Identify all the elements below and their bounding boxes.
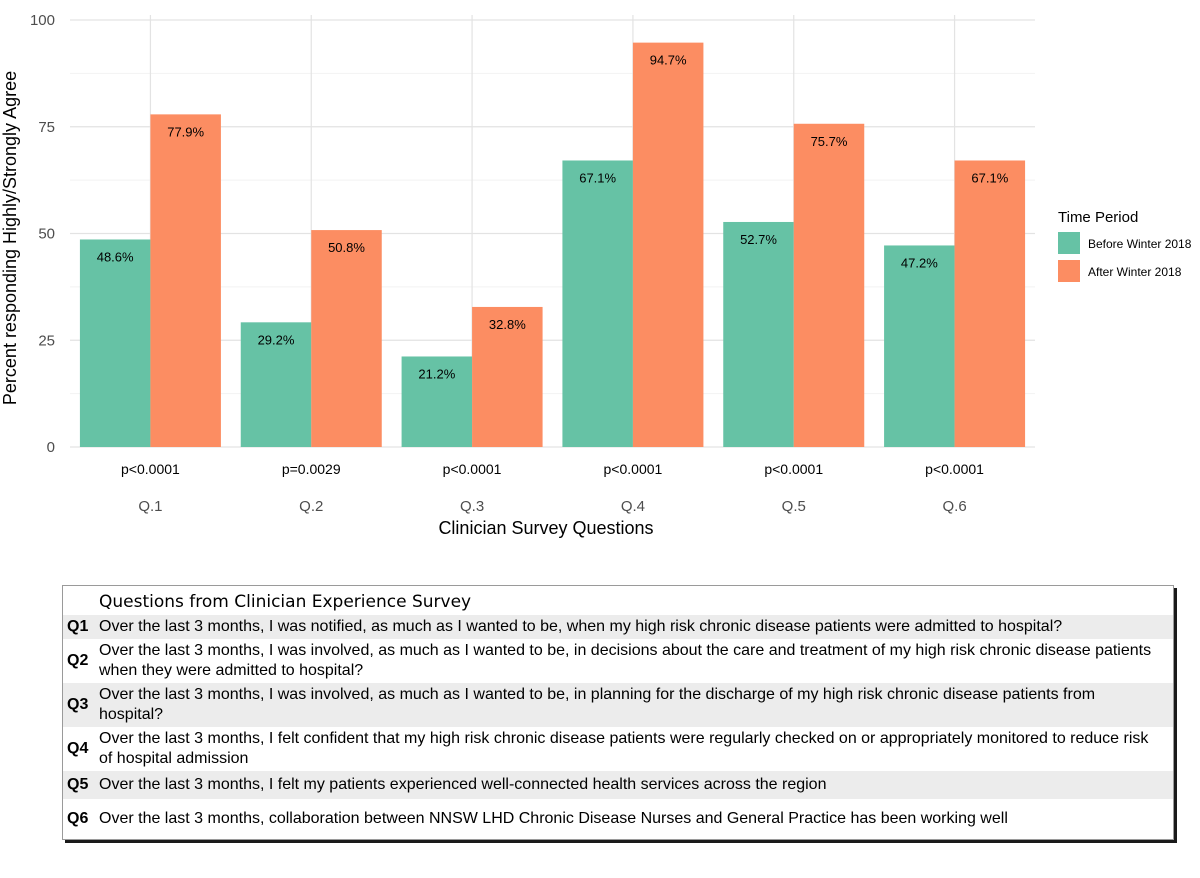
data-label: 75.7% bbox=[811, 134, 848, 149]
p-value-label: p<0.0001 bbox=[121, 461, 180, 477]
bar bbox=[240, 322, 312, 447]
data-label: 67.1% bbox=[971, 170, 1008, 185]
y-axis-label: Percent responding Highly/Strongly Agree bbox=[0, 71, 20, 405]
y-axis-ticks: 0 25 50 75 100 bbox=[30, 12, 55, 456]
data-label: 94.7% bbox=[650, 53, 687, 68]
bar bbox=[793, 123, 865, 448]
bar bbox=[632, 42, 704, 447]
question-text: Over the last 3 months, I felt my patien… bbox=[99, 776, 827, 793]
questions-table: Questions from Clinician Experience Surv… bbox=[62, 585, 1174, 840]
bar bbox=[311, 230, 382, 447]
bar bbox=[150, 114, 221, 447]
bar bbox=[954, 160, 1026, 447]
table-row: Q2 Over the last 3 months, I was involve… bbox=[63, 639, 1173, 683]
legend-swatch bbox=[1058, 260, 1080, 282]
x-axis-ticks: p<0.0001 Q.1 p=0.0029 Q.2 p<0.0001 Q.3 p<0.000… bbox=[121, 461, 984, 515]
bar bbox=[562, 160, 633, 447]
question-code: Q6 bbox=[67, 810, 89, 827]
question-text: Over the last 3 months, collaboration be… bbox=[99, 810, 1008, 827]
question-text: Over the last 3 months, I was involved, … bbox=[99, 686, 1096, 723]
y-tick-label: 100 bbox=[30, 12, 55, 29]
table-header-row: Questions from Clinician Experience Surv… bbox=[63, 586, 1173, 615]
p-value-label: p=0.0029 bbox=[282, 461, 341, 477]
x-tick-label: Q.6 bbox=[942, 498, 966, 515]
table-row: Q1 Over the last 3 months, I was notifie… bbox=[63, 615, 1173, 639]
y-tick-label: 25 bbox=[38, 332, 55, 349]
x-tick-label: Q.5 bbox=[782, 498, 806, 515]
question-code: Q5 bbox=[67, 776, 89, 793]
question-code: Q3 bbox=[67, 696, 89, 713]
data-label: 21.2% bbox=[418, 366, 455, 381]
data-label: 48.6% bbox=[97, 249, 134, 264]
data-label: 29.2% bbox=[258, 332, 295, 347]
x-tick-label: Q.2 bbox=[299, 498, 323, 515]
data-label: 67.1% bbox=[579, 170, 616, 185]
data-label: 50.8% bbox=[328, 240, 365, 255]
question-text: Over the last 3 months, I felt confident… bbox=[99, 730, 1149, 767]
p-value-label: p<0.0001 bbox=[925, 461, 984, 477]
bar bbox=[884, 245, 955, 447]
table-row: Q4 Over the last 3 months, I felt confid… bbox=[63, 727, 1173, 771]
question-code: Q2 bbox=[67, 652, 89, 669]
data-label: 47.2% bbox=[901, 255, 938, 270]
question-code: Q4 bbox=[67, 740, 89, 757]
data-label: 77.9% bbox=[167, 124, 204, 139]
data-label: 52.7% bbox=[740, 232, 777, 247]
bar bbox=[472, 306, 543, 447]
x-tick-label: Q.3 bbox=[460, 498, 484, 515]
bar bbox=[79, 239, 151, 447]
legend-label: After Winter 2018 bbox=[1088, 265, 1182, 279]
table-row: Q3 Over the last 3 months, I was involve… bbox=[63, 683, 1173, 727]
p-value-label: p<0.0001 bbox=[443, 461, 502, 477]
table-row: Q6 Over the last 3 months, collaboration… bbox=[63, 799, 1173, 839]
legend-swatch bbox=[1058, 232, 1080, 254]
y-tick-label: 0 bbox=[47, 439, 55, 456]
data-label: 32.8% bbox=[489, 317, 526, 332]
bar bbox=[723, 221, 794, 447]
question-text: Over the last 3 months, I was notified, … bbox=[99, 618, 1063, 635]
legend-label: Before Winter 2018 bbox=[1088, 237, 1192, 251]
chart-bars: 48.6% 77.9% 29.2% 50.8% 21.2% 32.8% 67.1% 94.7%… bbox=[79, 42, 1026, 448]
legend: Time Period Before Winter 2018 After Wint… bbox=[1058, 209, 1192, 282]
bar bbox=[401, 356, 473, 447]
p-value-label: p<0.0001 bbox=[764, 461, 823, 477]
y-tick-label: 50 bbox=[38, 226, 55, 243]
table-header: Questions from Clinician Experience Surv… bbox=[99, 592, 472, 612]
question-text: Over the last 3 months, I was involved, … bbox=[99, 642, 1152, 679]
x-tick-label: Q.4 bbox=[621, 498, 645, 515]
x-axis-label: Clinician Survey Questions bbox=[438, 518, 653, 538]
y-tick-label: 75 bbox=[38, 119, 55, 136]
table-row: Q5 Over the last 3 months, I felt my pat… bbox=[63, 771, 1173, 799]
p-value-label: p<0.0001 bbox=[604, 461, 663, 477]
bar-chart: 48.6% 77.9% 29.2% 50.8% 21.2% 32.8% 67.1% 94.7%… bbox=[0, 12, 1192, 538]
legend-title: Time Period bbox=[1058, 209, 1138, 226]
question-code: Q1 bbox=[67, 618, 89, 635]
x-tick-label: Q.1 bbox=[138, 498, 162, 515]
